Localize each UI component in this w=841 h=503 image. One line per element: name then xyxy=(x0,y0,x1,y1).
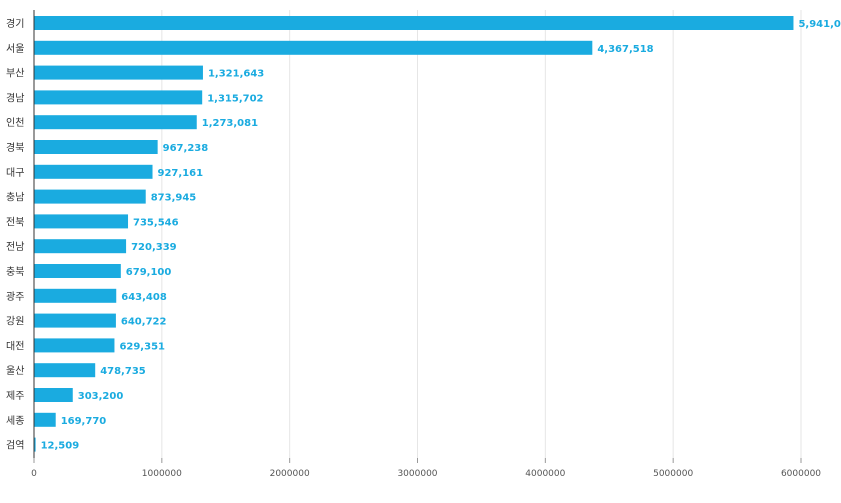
category-label: 부산 xyxy=(6,68,24,80)
bar[interactable] xyxy=(34,65,203,80)
category-label: 경북 xyxy=(6,141,24,154)
x-tick-label: 4000000 xyxy=(525,469,565,479)
bar[interactable] xyxy=(34,288,117,303)
data-label: 640,722 xyxy=(121,317,167,328)
category-label: 충북 xyxy=(6,266,24,278)
bar[interactable] xyxy=(34,16,794,30)
bar[interactable] xyxy=(34,388,73,402)
bar[interactable] xyxy=(34,313,116,328)
data-label: 5,941,067 xyxy=(798,19,841,30)
bar[interactable] xyxy=(34,140,158,154)
bar[interactable] xyxy=(34,164,153,179)
data-label: 478,735 xyxy=(100,366,146,377)
category-label: 전북 xyxy=(6,216,24,228)
label-layer: 경기 5,941,067 서울 4,367,518 부산 1,321,643 경남 1,315… xyxy=(6,17,841,452)
data-label: 629,351 xyxy=(119,341,165,352)
category-label: 검역 xyxy=(6,440,24,452)
bar[interactable] xyxy=(34,437,36,452)
bar[interactable] xyxy=(34,264,121,278)
bar[interactable] xyxy=(34,90,203,105)
x-tick-label: 1000000 xyxy=(142,469,182,479)
data-label: 679,100 xyxy=(126,267,172,278)
x-tick-label: 3000000 xyxy=(397,469,437,479)
data-label: 735,546 xyxy=(133,217,179,228)
bar[interactable] xyxy=(34,239,127,254)
category-label: 경기 xyxy=(6,17,24,30)
bar[interactable] xyxy=(34,412,56,427)
category-label: 대전 xyxy=(6,340,24,352)
x-tick-label: 6000000 xyxy=(781,469,821,479)
data-label: 927,161 xyxy=(158,168,204,179)
category-label: 인천 xyxy=(6,117,24,129)
data-label: 967,238 xyxy=(163,143,209,154)
data-label: 4,367,518 xyxy=(597,44,653,55)
bar-layer xyxy=(34,16,794,452)
bar[interactable] xyxy=(34,338,115,353)
bar[interactable] xyxy=(34,363,96,378)
data-label: 873,945 xyxy=(151,193,197,204)
grid-layer xyxy=(161,10,802,458)
data-label: 303,200 xyxy=(78,391,124,402)
x-tick-label: 0 xyxy=(31,469,37,479)
data-label: 169,770 xyxy=(61,416,107,427)
category-label: 세종 xyxy=(6,415,24,427)
x-tick-label: 5000000 xyxy=(653,469,693,479)
bar[interactable] xyxy=(34,214,129,229)
x-tick-label: 2000000 xyxy=(270,469,310,479)
category-label: 대구 xyxy=(6,167,24,179)
category-label: 전남 xyxy=(6,241,24,253)
category-label: 충남 xyxy=(6,192,24,204)
data-label: 1,273,081 xyxy=(202,118,258,129)
axis-layer: 0 1000000 2000000 3000000 4000000 5000000 6000… xyxy=(31,10,821,479)
category-label: 제주 xyxy=(6,390,24,402)
data-label: 12,509 xyxy=(41,441,80,452)
bar[interactable] xyxy=(34,189,146,204)
category-label: 울산 xyxy=(6,365,24,377)
category-label: 강원 xyxy=(6,316,24,328)
bar[interactable] xyxy=(34,40,593,55)
data-label: 1,315,702 xyxy=(207,93,263,104)
category-label: 경남 xyxy=(6,91,24,104)
category-label: 서울 xyxy=(6,43,24,55)
data-label: 1,321,643 xyxy=(208,69,264,80)
data-label: 643,408 xyxy=(121,292,167,303)
data-label: 720,339 xyxy=(131,242,177,253)
category-label: 광주 xyxy=(6,291,24,303)
bar[interactable] xyxy=(34,115,197,130)
